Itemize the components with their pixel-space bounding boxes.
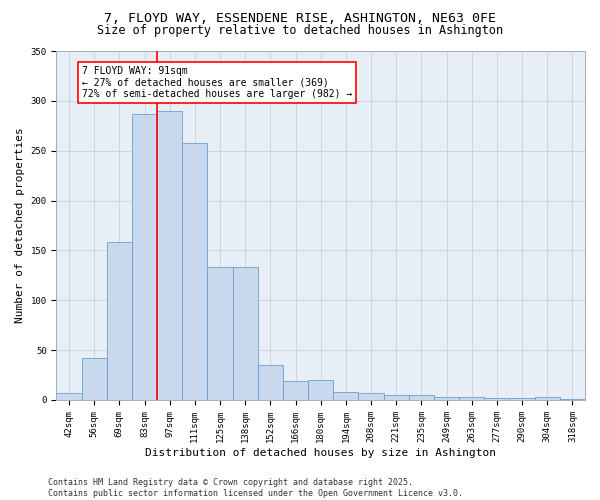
Bar (560, 399, 585, 400)
Text: Size of property relative to detached houses in Ashington: Size of property relative to detached ho… (97, 24, 503, 37)
Bar (56, 393, 82, 400)
Text: 7, FLOYD WAY, ESSENDENE RISE, ASHINGTON, NE63 0FE: 7, FLOYD WAY, ESSENDENE RISE, ASHINGTON,… (104, 12, 496, 26)
X-axis label: Distribution of detached houses by size in Ashington: Distribution of detached houses by size … (145, 448, 496, 458)
Bar (409, 395, 434, 400)
Bar (157, 111, 182, 400)
Bar (208, 268, 233, 400)
Bar (484, 398, 509, 400)
Bar (283, 381, 308, 400)
Bar (535, 397, 560, 400)
Bar (182, 142, 208, 400)
Bar (132, 114, 157, 400)
Bar (358, 393, 383, 400)
Bar (107, 242, 132, 400)
Text: Contains HM Land Registry data © Crown copyright and database right 2025.
Contai: Contains HM Land Registry data © Crown c… (48, 478, 463, 498)
Bar (333, 392, 358, 400)
Bar (434, 397, 459, 400)
Bar (509, 398, 535, 400)
Text: 7 FLOYD WAY: 91sqm
← 27% of detached houses are smaller (369)
72% of semi-detach: 7 FLOYD WAY: 91sqm ← 27% of detached hou… (82, 66, 352, 99)
Bar (308, 380, 333, 400)
Bar (459, 397, 484, 400)
Bar (383, 395, 409, 400)
Bar (258, 365, 283, 400)
Bar (82, 358, 107, 400)
Y-axis label: Number of detached properties: Number of detached properties (15, 128, 25, 324)
Bar (233, 268, 258, 400)
